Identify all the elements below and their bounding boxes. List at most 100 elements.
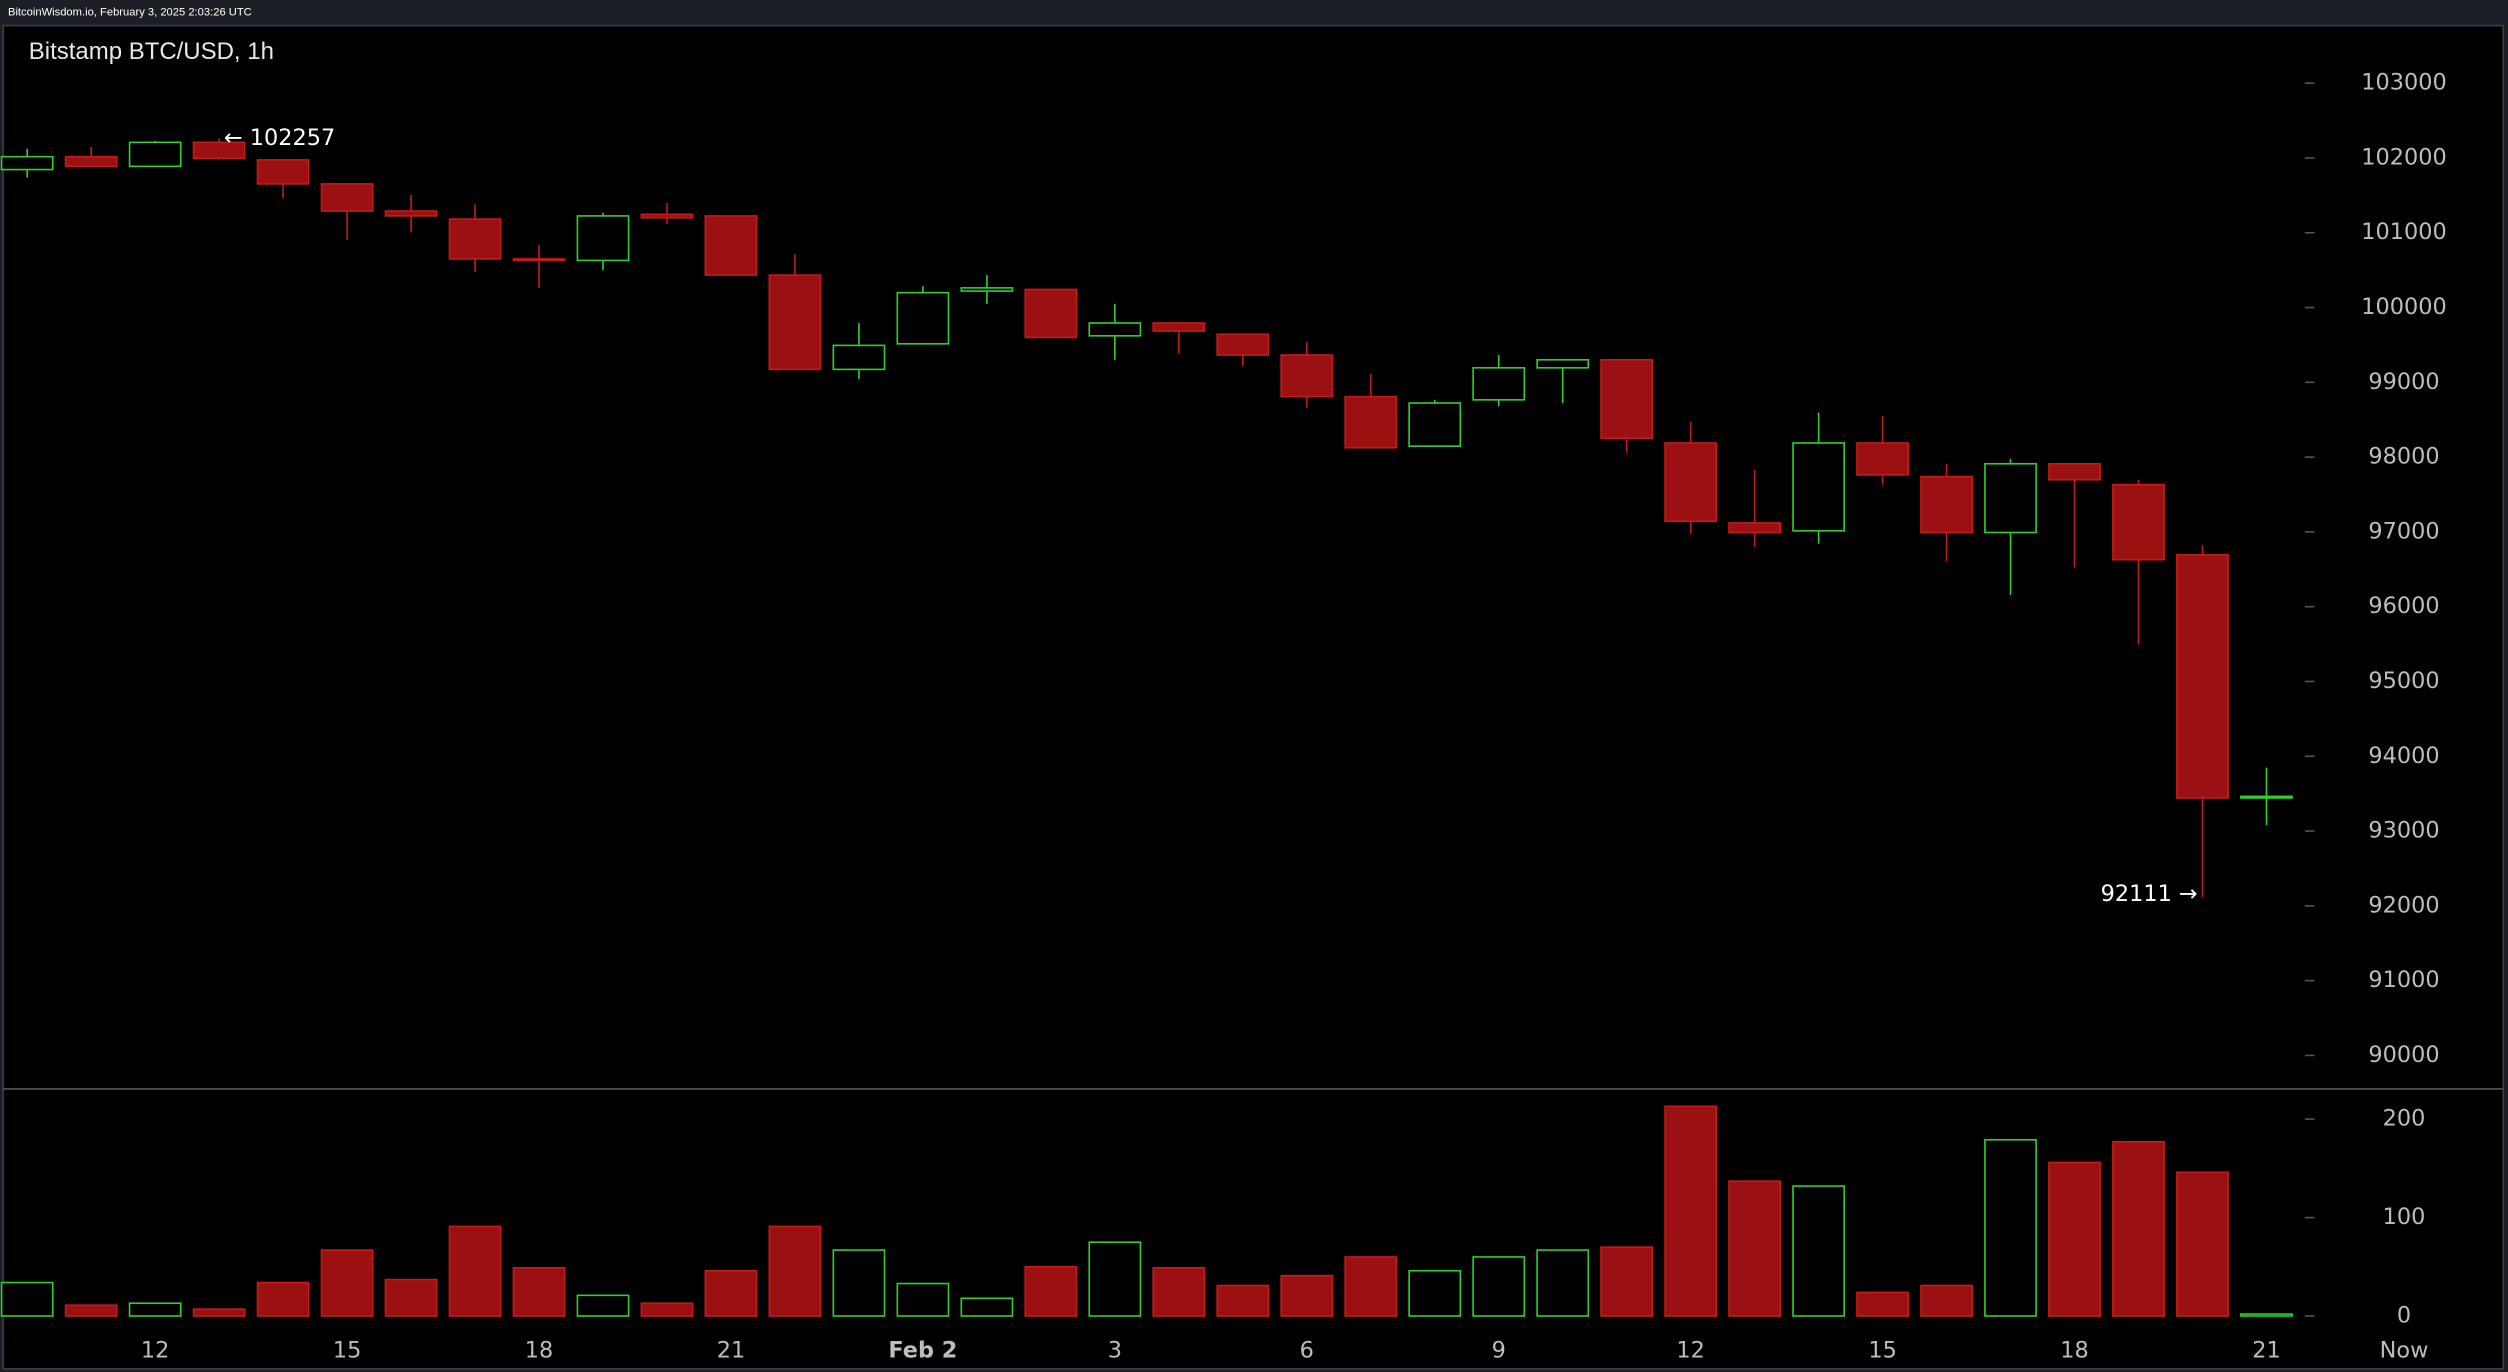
candle-body xyxy=(2112,483,2165,561)
volume-bar xyxy=(1152,1266,1206,1317)
volume-bar xyxy=(2048,1161,2101,1317)
y-tick-label: 98000 xyxy=(2368,444,2439,470)
y-tick-label: 92000 xyxy=(2368,892,2439,918)
x-tick-label: 18 xyxy=(525,1338,553,1364)
volume-bar xyxy=(1920,1284,1973,1317)
price-annotation: ← 102257 xyxy=(224,125,335,151)
volume-tick-label: 200 xyxy=(2383,1106,2426,1132)
volume-bar xyxy=(384,1278,438,1317)
chart-title: Bitstamp BTC/USD, 1h xyxy=(29,38,274,65)
y-tick-label: 101000 xyxy=(2361,219,2446,245)
volume-bar xyxy=(320,1249,374,1317)
y-tick-label: 100000 xyxy=(2361,294,2446,320)
volume-bar xyxy=(0,1281,54,1317)
candle-body xyxy=(1984,462,2037,534)
candle-body xyxy=(1600,359,1654,439)
candle-body xyxy=(512,258,566,262)
x-tick-label: 6 xyxy=(1300,1338,1314,1364)
volume-bar xyxy=(2240,1313,2293,1317)
y-tick-label: 99000 xyxy=(2368,369,2439,395)
y-tick-label: 90000 xyxy=(2368,1042,2439,1068)
chart-area xyxy=(2,24,2505,1370)
candle-body xyxy=(1216,333,1270,356)
volume-bar xyxy=(1856,1291,1909,1317)
volume-bar xyxy=(256,1281,310,1317)
candle-body xyxy=(384,210,438,217)
volume-bar xyxy=(192,1308,246,1317)
y-tick-label: 95000 xyxy=(2368,668,2439,694)
candle-body xyxy=(1536,359,1590,369)
volume-bar xyxy=(1408,1269,1462,1317)
candle-body xyxy=(768,274,822,371)
candle-body xyxy=(1728,522,1782,534)
candle-body xyxy=(1664,442,1718,523)
candle-body xyxy=(1408,402,1462,447)
now-label: Now xyxy=(2380,1338,2429,1364)
volume-tick-label: 100 xyxy=(2383,1204,2426,1230)
volume-bar xyxy=(960,1297,1014,1317)
volume-bar xyxy=(1024,1266,1078,1317)
volume-bar xyxy=(1536,1249,1590,1317)
y-tick-label: 91000 xyxy=(2368,967,2439,993)
candle-body xyxy=(0,155,54,171)
volume-bar xyxy=(448,1225,502,1317)
candle-body xyxy=(1920,475,1973,534)
x-tick-label: 12 xyxy=(141,1338,169,1364)
volume-bar xyxy=(1792,1185,1846,1317)
volume-bar xyxy=(1280,1274,1334,1317)
candle-body xyxy=(448,218,502,260)
x-tick-label: 12 xyxy=(1676,1338,1704,1364)
volume-bar xyxy=(1216,1284,1270,1317)
candle-body xyxy=(640,213,694,219)
volume-tick-label: 0 xyxy=(2397,1303,2411,1329)
candle-body xyxy=(192,141,246,160)
candle-body xyxy=(960,287,1014,292)
x-tick-label: 18 xyxy=(2060,1338,2088,1364)
candle-body xyxy=(320,183,374,212)
volume-bar xyxy=(1472,1256,1526,1317)
x-tick-label: 15 xyxy=(1868,1338,1896,1364)
candle-body xyxy=(576,215,630,262)
volume-bar xyxy=(1664,1105,1718,1317)
volume-bar xyxy=(2112,1140,2165,1317)
y-tick-label: 96000 xyxy=(2368,593,2439,619)
x-tick-label: 21 xyxy=(2252,1338,2280,1364)
x-tick-label: 21 xyxy=(717,1338,745,1364)
x-tick-label: Feb 2 xyxy=(888,1338,957,1364)
candle-body xyxy=(896,291,950,345)
candle-body xyxy=(1280,354,1334,398)
header-text: BitcoinWisdom.io, February 3, 2025 2:03:… xyxy=(8,7,252,19)
y-tick-label: 94000 xyxy=(2368,743,2439,769)
volume-bar xyxy=(64,1304,118,1317)
volume-bar xyxy=(768,1225,822,1317)
volume-bar xyxy=(128,1302,182,1317)
volume-bar xyxy=(704,1269,758,1317)
volume-bar xyxy=(512,1266,566,1317)
candle-body xyxy=(128,141,182,168)
candle-body xyxy=(256,159,310,185)
y-tick-label: 93000 xyxy=(2368,818,2439,844)
candle-body xyxy=(1792,442,1846,532)
candle-body xyxy=(2176,554,2229,799)
volume-bar xyxy=(896,1282,950,1317)
volume-bar xyxy=(1600,1246,1654,1317)
candle-body xyxy=(1152,322,1206,332)
candle-body xyxy=(1024,288,1078,339)
candle-body xyxy=(1088,322,1142,337)
volume-bar xyxy=(2176,1171,2229,1317)
volume-bar xyxy=(640,1302,694,1317)
candle-body xyxy=(704,215,758,276)
volume-bar xyxy=(832,1249,886,1317)
volume-bar xyxy=(576,1294,630,1317)
y-tick-label: 103000 xyxy=(2361,70,2446,96)
volume-bar xyxy=(1984,1138,2037,1317)
candle-body xyxy=(1344,395,1398,449)
candle-body xyxy=(2048,462,2101,481)
x-tick-label: 9 xyxy=(1492,1338,1506,1364)
volume-bar xyxy=(1088,1241,1142,1317)
price-annotation: 92111 → xyxy=(2101,881,2198,907)
y-tick-label: 97000 xyxy=(2368,518,2439,544)
candle-body xyxy=(1472,367,1526,401)
candle-body xyxy=(2240,795,2293,799)
